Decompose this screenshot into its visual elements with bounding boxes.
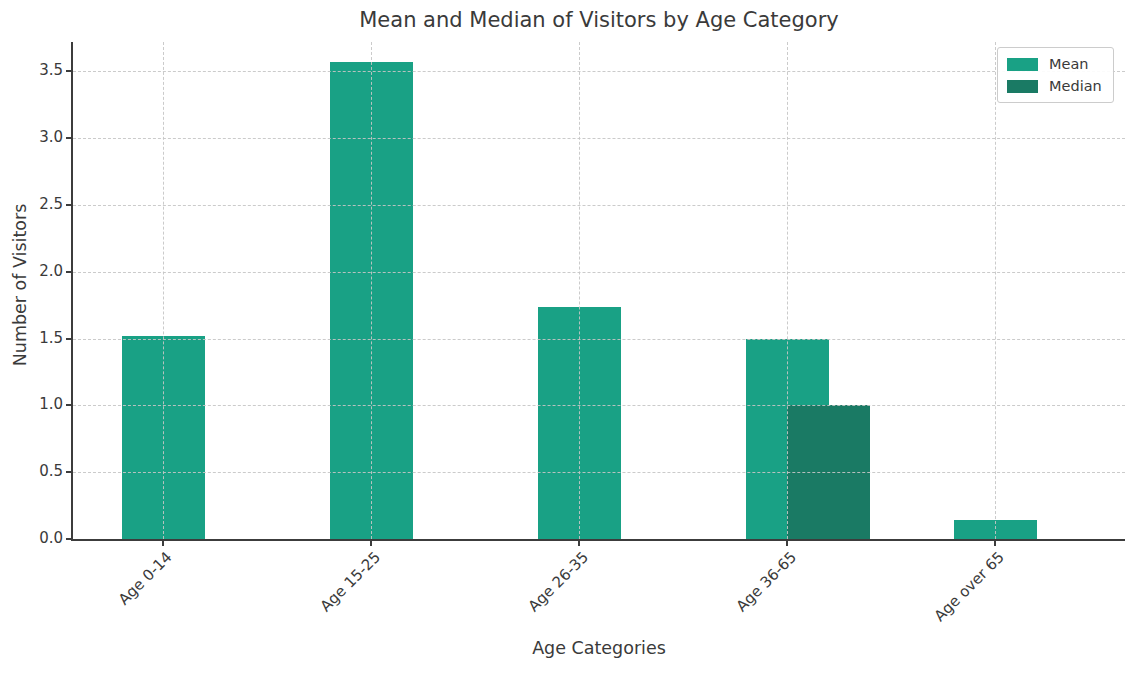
x-tick-label-5: Age over 65 — [931, 548, 1008, 625]
y-tick-label-2.5: 2.5 — [23, 195, 63, 213]
y-tick-mark-2.5 — [66, 204, 72, 206]
mean-swatch-icon — [1007, 58, 1038, 71]
y-tick-mark-1.5 — [66, 338, 72, 340]
y-tick-mark-1.0 — [66, 404, 72, 406]
legend-label-mean: Mean — [1049, 56, 1089, 72]
x-tick-mark-2 — [370, 540, 372, 546]
x-axis-label: Age Categories — [73, 638, 1125, 658]
x-tick-mark-1 — [162, 540, 164, 546]
y-tick-label-3.5: 3.5 — [23, 61, 63, 79]
y-tick-label-2.0: 2.0 — [23, 262, 63, 280]
y-tick-label-1.5: 1.5 — [23, 329, 63, 347]
y-tick-label-0.5: 0.5 — [23, 462, 63, 480]
y-tick-mark-0.5 — [66, 471, 72, 473]
median-swatch-icon — [1007, 80, 1038, 93]
v-gridline-4 — [787, 42, 788, 539]
legend: Mean Median — [997, 47, 1114, 103]
y-axis-spine — [71, 42, 73, 541]
v-gridline-5 — [995, 42, 996, 539]
h-gridline-1.5 — [73, 339, 1125, 340]
y-tick-mark-2.0 — [66, 271, 72, 273]
h-gridline-1.0 — [73, 405, 1125, 406]
legend-item-mean: Mean — [1007, 56, 1102, 72]
h-gridline-3.0 — [73, 138, 1125, 139]
x-tick-label-2: Age 15-25 — [316, 548, 383, 615]
x-tick-label-3: Age 26-35 — [524, 548, 591, 615]
y-tick-label-1.0: 1.0 — [23, 395, 63, 413]
h-gridline-0.5 — [73, 472, 1125, 473]
bar-chart: Mean and Median of Visitors by Age Categ… — [0, 0, 1133, 675]
x-tick-mark-5 — [994, 540, 996, 546]
x-tick-mark-4 — [786, 540, 788, 546]
y-tick-mark-3.5 — [66, 70, 72, 72]
h-gridline-3.5 — [73, 71, 1125, 72]
v-gridline-1 — [163, 42, 164, 539]
v-gridline-2 — [371, 42, 372, 539]
y-tick-label-0.0: 0.0 — [23, 529, 63, 547]
y-tick-label-3.0: 3.0 — [23, 128, 63, 146]
x-axis-spine — [71, 539, 1125, 541]
x-tick-mark-3 — [578, 540, 580, 546]
v-gridline-3 — [579, 42, 580, 539]
h-gridline-2.5 — [73, 205, 1125, 206]
y-tick-mark-0.0 — [66, 538, 72, 540]
y-tick-mark-3.0 — [66, 137, 72, 139]
legend-label-median: Median — [1049, 78, 1102, 94]
h-gridline-2.0 — [73, 272, 1125, 273]
chart-title: Mean and Median of Visitors by Age Categ… — [73, 8, 1125, 32]
legend-item-median: Median — [1007, 78, 1102, 94]
x-tick-label-4: Age 36-65 — [732, 548, 799, 615]
x-tick-label-1: Age 0-14 — [115, 548, 176, 609]
